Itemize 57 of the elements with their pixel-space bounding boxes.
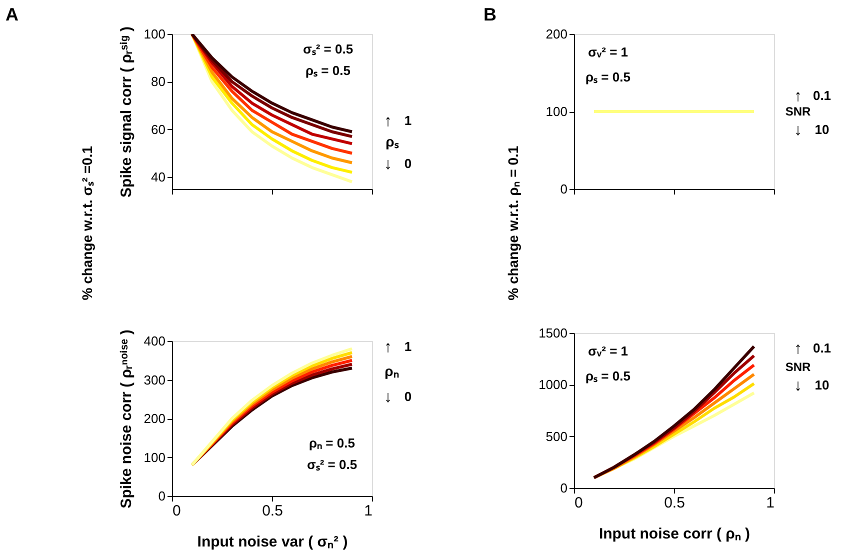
x-tick-label: 0.5: [664, 494, 685, 512]
annotation: σᵥ² = 1: [588, 44, 628, 60]
annotation: ρₛ = 0.5: [586, 69, 630, 84]
y-tick-label: 100: [144, 450, 166, 465]
y-tick-label: 0: [560, 182, 568, 196]
y-tick-label: 0: [560, 480, 568, 496]
text: ↓: [384, 388, 392, 406]
text: ↓: [794, 122, 802, 140]
x-tick-label: 0.5: [262, 502, 283, 520]
annotation: ρₛ = 0.5: [306, 63, 350, 78]
text: 0.1: [812, 88, 832, 103]
text: ↑: [794, 88, 802, 105]
y-tick-label: 400: [144, 334, 166, 348]
text: 0.1: [812, 340, 832, 356]
text: % change w.r.t. ρₙ = 0.1: [505, 146, 521, 300]
x-tick-label: 1: [766, 494, 774, 512]
x-tick-label: 1: [364, 502, 372, 520]
x-axis-title: Input noise var ( σₙ² ): [197, 534, 348, 550]
text: ↑: [384, 112, 392, 130]
text: 0: [404, 156, 412, 172]
y-tick-label: 200: [144, 411, 166, 426]
y-tick-label: 60: [151, 122, 166, 137]
text: ↑: [794, 340, 802, 358]
text: ρₙ: [384, 363, 400, 379]
text: ↑: [384, 339, 392, 356]
text: 1: [404, 339, 412, 354]
text: B: [484, 4, 496, 24]
annotation: σₛ² = 0.5: [306, 457, 358, 472]
text: A: [6, 4, 18, 24]
text: 1: [404, 112, 412, 128]
y-tick-label: 100: [144, 26, 166, 42]
annotation: σₛ² = 0.5: [302, 42, 354, 56]
text: ↓: [384, 156, 392, 174]
text: 0: [404, 388, 412, 404]
text: SNR: [785, 360, 811, 374]
annotation: σᵥ² = 1: [588, 344, 628, 359]
y-tick-label: 300: [144, 372, 166, 388]
annotation: ρₙ = 0.5: [309, 435, 355, 450]
text: % change w.r.t. σₛ² =0.1: [79, 146, 95, 300]
y-tick-label: 1000: [538, 377, 568, 392]
y-tick-label: 1500: [538, 326, 568, 340]
y-axis-title: Spike noise corr ( ρᵣⁿᵒⁱˢᵉ ): [118, 330, 135, 508]
y-tick-label: 100: [546, 104, 568, 119]
text: ↓: [794, 378, 802, 395]
y-tick-label: 200: [546, 26, 568, 42]
text: 10: [814, 378, 830, 393]
x-axis-title: Input noise corr ( ρₙ ): [598, 526, 750, 542]
y-tick-label: 40: [151, 170, 166, 185]
y-axis-title: Spike signal corr ( ρᵣˢⁱᵍ ): [118, 26, 135, 198]
text: SNR: [785, 104, 811, 118]
text: ρₛ: [386, 134, 400, 150]
y-tick-label: 500: [546, 428, 568, 444]
text: 10: [814, 122, 830, 138]
y-tick-label: 80: [151, 74, 166, 90]
annotation: ρₛ = 0.5: [586, 368, 630, 384]
x-tick-label: 0: [574, 494, 583, 512]
x-tick-label: 0: [172, 502, 181, 520]
